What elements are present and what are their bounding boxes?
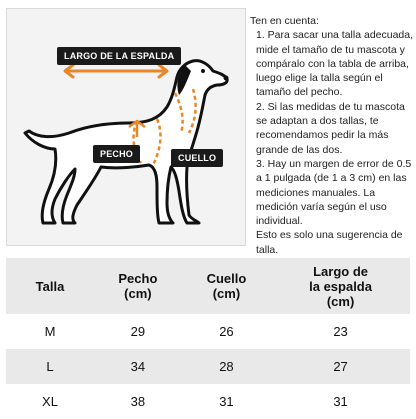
chest-cell: 34 <box>130 359 146 374</box>
chest-label: PECHO <box>93 145 141 163</box>
dog-measurement-diagram: LARGO DE LA ESPALDA PECHO CUELLO <box>6 8 246 246</box>
note-item: 3. Hay un margen de error de 0.5 a 1 pul… <box>256 157 412 228</box>
size-table: Talla Pecho (cm) Cuello (cm) Largo de la… <box>6 258 410 419</box>
header-size-text: Talla <box>35 278 65 294</box>
note-item: 1. Para sacar una talla adecuada, mide e… <box>256 29 414 99</box>
neck-cell: 31 <box>219 394 234 409</box>
table-header-row: Talla Pecho (cm) Cuello (cm) Largo de la… <box>6 258 410 314</box>
notes-heading: Ten en cuenta: <box>250 15 319 27</box>
size-cell: XL <box>42 394 58 409</box>
size-table-container: Talla Pecho (cm) Cuello (cm) Largo de la… <box>6 258 410 419</box>
header-back-length: Largo de la espalda (cm) <box>271 258 410 314</box>
neck-cell: 26 <box>219 324 234 339</box>
back-length-cell: 31 <box>333 394 348 409</box>
header-back-length-text: Largo de la espalda (cm) <box>309 263 372 309</box>
table-row: XL 38 31 31 <box>6 384 410 419</box>
note-item: Esto es solo una sugerencia de talla. <box>256 229 403 256</box>
size-guide-top: LARGO DE LA ESPALDA PECHO CUELLO Ten en … <box>6 8 414 257</box>
table-row: L 34 28 27 <box>6 349 410 384</box>
dog-silhouette-icon <box>23 59 229 225</box>
header-neck: Cuello (cm) <box>182 258 271 314</box>
neck-label: CUELLO <box>171 149 224 167</box>
chest-cell: 29 <box>130 324 146 339</box>
back-length-label: LARGO DE LA ESPALDA <box>57 47 182 65</box>
header-chest-text: Pecho (cm) <box>118 271 158 301</box>
table-row: M 29 26 23 <box>6 314 410 349</box>
chest-cell: 38 <box>130 394 146 409</box>
sizing-notes: Ten en cuenta: 1. Para sacar una talla a… <box>250 14 414 257</box>
header-neck-text: Cuello (cm) <box>206 271 247 301</box>
header-chest: Pecho (cm) <box>94 258 182 314</box>
note-item: 2. Si las medidas de tu mascota se adapt… <box>256 100 405 156</box>
size-cell: M <box>44 324 56 339</box>
back-length-cell: 27 <box>333 359 348 374</box>
header-size: Talla <box>6 258 94 314</box>
neck-cell: 28 <box>219 359 234 374</box>
back-length-cell: 23 <box>333 324 348 339</box>
size-cell: L <box>46 359 54 374</box>
